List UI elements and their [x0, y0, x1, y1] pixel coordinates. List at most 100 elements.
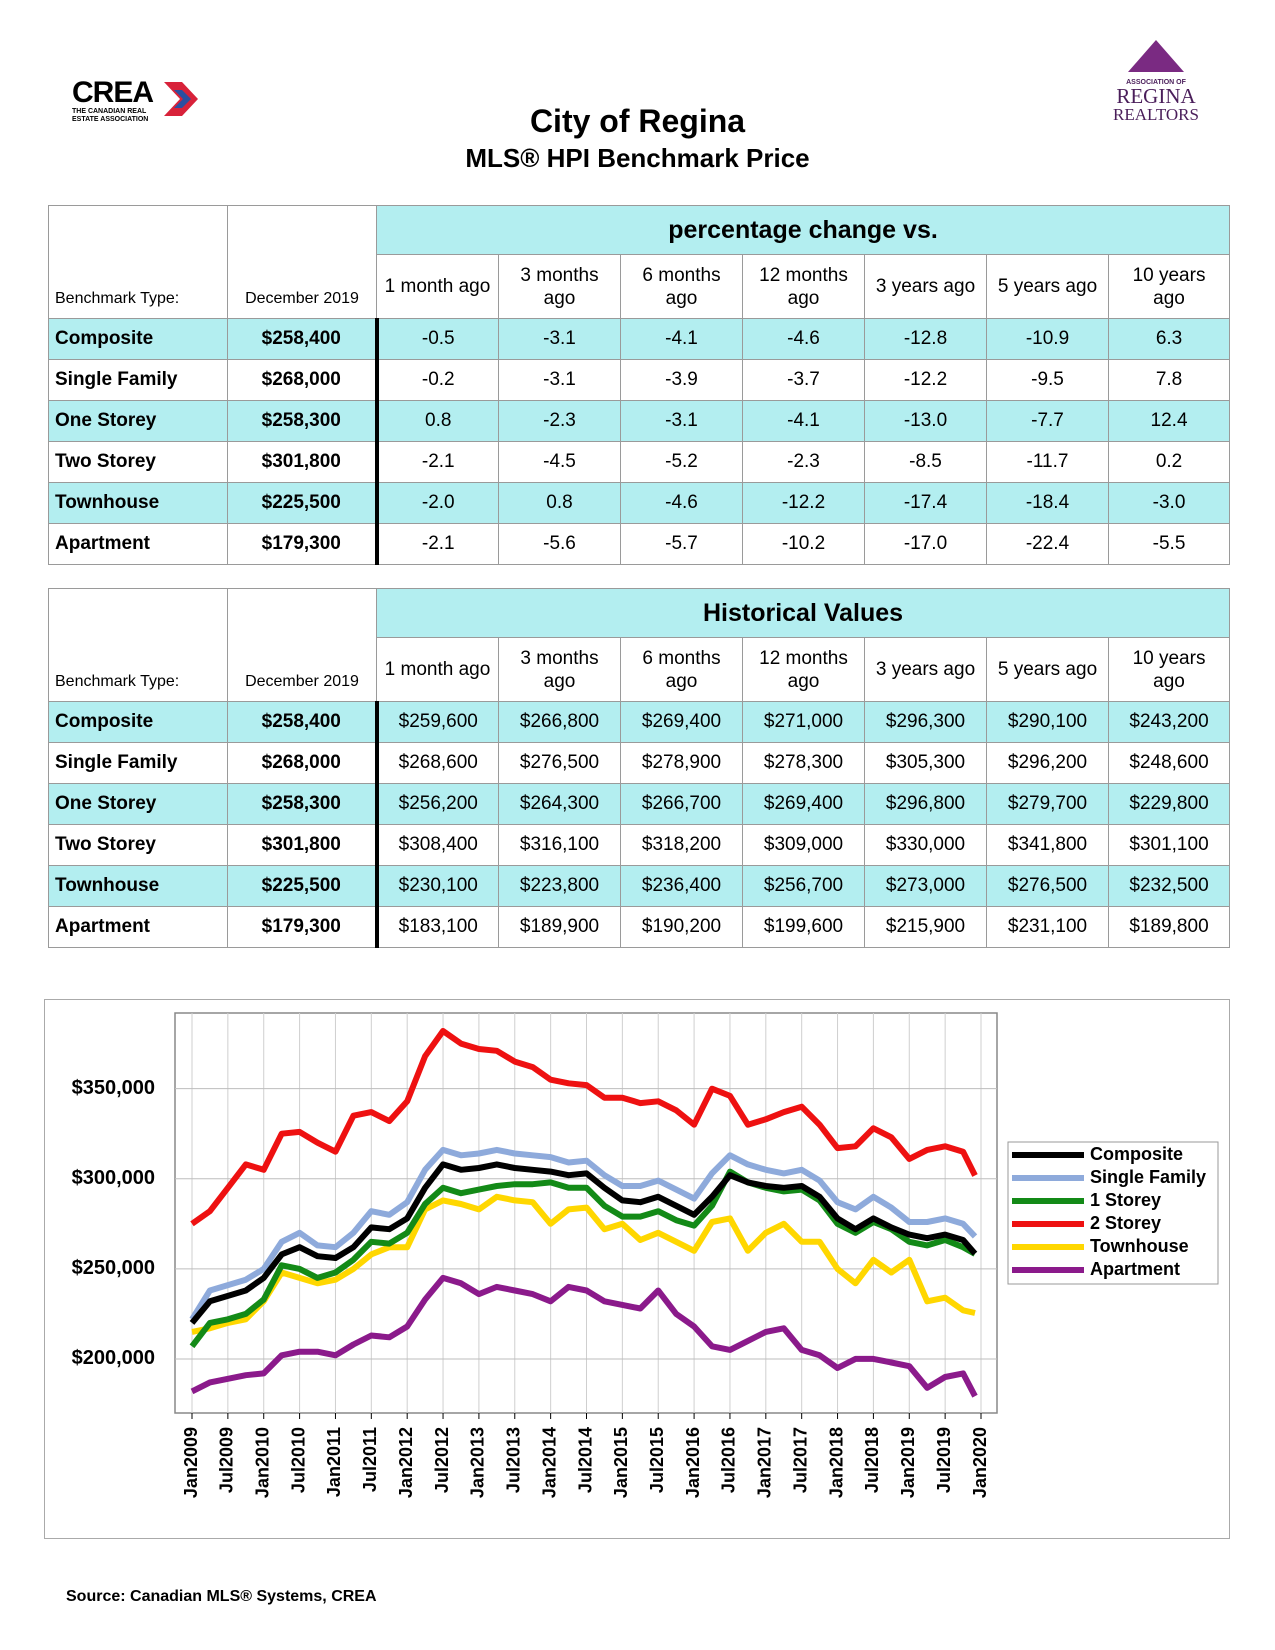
x-tick-label: Jan2020: [970, 1427, 990, 1498]
cell: $232,500: [1107, 865, 1231, 907]
legend-box: [1007, 1141, 1219, 1285]
row-price: $258,400: [227, 318, 379, 360]
cell: $236,400: [620, 865, 743, 907]
x-tick-label: Jul2017: [790, 1427, 810, 1493]
cell: 6.3: [1107, 318, 1231, 360]
row-price: $258,300: [227, 783, 379, 825]
legend-label: 1 Storey: [1090, 1190, 1161, 1210]
cell: -3.1: [498, 318, 621, 360]
cell: $256,200: [376, 783, 499, 825]
row-name: Townhouse: [48, 482, 228, 524]
cell: $290,100: [986, 701, 1109, 743]
row-price: $301,800: [227, 824, 379, 866]
data-row: Townhouse $225,500 $230,100 $223,800 $236,40…: [48, 865, 1231, 907]
cell: -4.1: [620, 318, 743, 360]
cell: $183,100: [376, 906, 499, 948]
row-name: Two Storey: [48, 441, 228, 483]
row-name: One Storey: [48, 400, 228, 442]
column-header-row: 1 month ago 3 months ago 6 months ago 12 mo…: [49, 637, 1231, 702]
cell: $273,000: [864, 865, 987, 907]
cell: -10.9: [986, 318, 1109, 360]
label-header: Benchmark Type:: [48, 205, 228, 319]
column-header: 6 months ago: [620, 254, 743, 319]
column-header: 5 years ago: [986, 637, 1109, 702]
row-price: $179,300: [227, 523, 379, 565]
regina-logo-roof: [1128, 40, 1184, 72]
source-note: Source: Canadian MLS® Systems, CREA: [66, 1588, 377, 1605]
x-tick-label: Jan2016: [683, 1427, 703, 1498]
data-row: Apartment $179,300 -2.1 -5.6 -5.7 -10.2 -17.0-…: [48, 523, 1231, 565]
x-tick-label: Jul2009: [217, 1427, 237, 1493]
crea-logo: CREA THE CANADIAN REAL ESTATE ASSOCIATIO…: [72, 78, 212, 124]
row-price: $268,000: [227, 359, 379, 401]
cell: -5.2: [620, 441, 743, 483]
column-header: 5 years ago: [986, 254, 1109, 319]
column-header: 3 years ago: [864, 637, 987, 702]
y-tick-label: $350,000: [72, 1077, 155, 1099]
x-tick-label: Jan2015: [611, 1427, 631, 1498]
legend-label: Townhouse: [1090, 1236, 1189, 1256]
cell: $189,800: [1107, 906, 1231, 948]
data-row: Single Family $268,000 $268,600 $276,500 $27…: [48, 742, 1231, 784]
series-line: [189, 1161, 978, 1325]
cell: $278,300: [742, 742, 865, 784]
cell: $243,200: [1107, 701, 1231, 743]
cell: 12.4: [1107, 400, 1231, 442]
row-name: Townhouse: [48, 865, 228, 907]
cell: $330,000: [864, 824, 987, 866]
row-price: $301,800: [227, 441, 379, 483]
row-price: $225,500: [227, 865, 379, 907]
column-header: 3 months ago: [498, 637, 621, 702]
column-header: 1 month ago: [376, 254, 499, 319]
cell: 0.8: [376, 400, 499, 442]
cell: -17.0: [864, 523, 987, 565]
x-tick-label: Jan2010: [252, 1427, 272, 1498]
cell: -2.1: [376, 441, 499, 483]
cell: -7.7: [986, 400, 1109, 442]
data-row: Single Family $268,000 -0.2 -3.1 -3.9 -3.7 -12…: [48, 359, 1231, 401]
row-name: Composite: [48, 318, 228, 360]
label-header: Benchmark Type:: [48, 588, 228, 702]
header-row: Benchmark Type: December 2019 Historical V…: [48, 588, 1231, 702]
cell: $271,000: [742, 701, 865, 743]
cell: -12.2: [864, 359, 987, 401]
y-tick-label: $250,000: [72, 1257, 155, 1279]
cell: -4.1: [742, 400, 865, 442]
regina-logo-top: ASSOCIATION OF: [1126, 79, 1186, 86]
row-price: $179,300: [227, 906, 379, 948]
header-row: Benchmark Type: December 2019 percentage c…: [48, 205, 1231, 319]
cell: $309,000: [742, 824, 865, 866]
row-price: $268,000: [227, 742, 379, 784]
series-line: [191, 1193, 976, 1335]
cell: -2.3: [742, 441, 865, 483]
cell: $256,700: [742, 865, 865, 907]
cell: $266,800: [498, 701, 621, 743]
cell: $264,300: [498, 783, 621, 825]
column-header: 3 months ago: [498, 254, 621, 319]
cell: $296,300: [864, 701, 987, 743]
row-price: $258,400: [227, 701, 379, 743]
data-row: Apartment $179,300 $183,100 $189,900 $190,20…: [48, 906, 1231, 948]
x-tick-label: Jul2013: [504, 1427, 524, 1493]
cell: $316,100: [498, 824, 621, 866]
cell: -2.3: [498, 400, 621, 442]
cell: -3.7: [742, 359, 865, 401]
date-header: December 2019: [227, 588, 377, 702]
data-row: One Storey $258,300 0.8 -2.3 -3.1 -4.1 -13.0 -7…: [48, 400, 1231, 442]
chart: Jan2009 Jul2009 Jan2010 Jul2010 Jan2011 Jul20…: [72, 1012, 1219, 1498]
subtitle: MLS® HPI Benchmark Price: [465, 143, 810, 173]
cell: $278,900: [620, 742, 743, 784]
cell: -4.6: [620, 482, 743, 524]
cell: $223,800: [498, 865, 621, 907]
column-header: 6 months ago: [620, 637, 743, 702]
cell: $318,200: [620, 824, 743, 866]
row-price: $258,300: [227, 400, 379, 442]
x-tick-label: Jan2009: [181, 1427, 201, 1498]
cell: $296,800: [864, 783, 987, 825]
cell: -9.5: [986, 359, 1109, 401]
x-tick-label: Jul2015: [647, 1427, 667, 1493]
legend-label: Composite: [1090, 1144, 1183, 1164]
cell: -5.5: [1107, 523, 1231, 565]
cell: $341,800: [986, 824, 1109, 866]
